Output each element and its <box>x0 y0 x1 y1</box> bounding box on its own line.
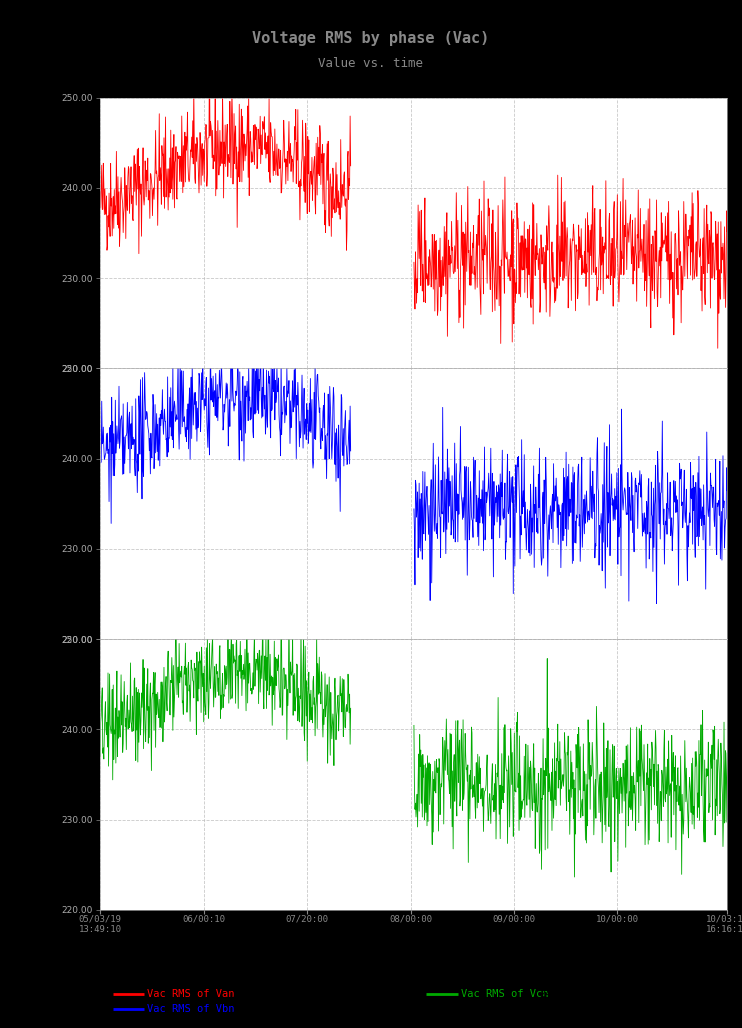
Text: 244.5: 244.5 <box>232 1004 263 1014</box>
Text: 236.0: 236.0 <box>351 1004 382 1014</box>
Text: Vac RMS of Van: Vac RMS of Van <box>147 989 234 999</box>
Text: 09/00:00: 09/00:00 <box>493 915 536 924</box>
Text: 08/00:00: 08/00:00 <box>389 915 432 924</box>
Text: 05/03/19
13:49:10: 05/03/19 13:49:10 <box>79 915 122 934</box>
Text: Voltage RMS by phase (Vac): Voltage RMS by phase (Vac) <box>252 31 490 46</box>
Text: Average: Average <box>652 978 696 987</box>
Text: 241.7: 241.7 <box>232 989 263 999</box>
Text: Minimum: Minimum <box>289 978 332 987</box>
Text: Vac RMS of Vbn: Vac RMS of Vbn <box>147 1004 234 1014</box>
Text: 233.7: 233.7 <box>351 989 382 999</box>
Text: 243.9: 243.9 <box>539 989 571 999</box>
Text: Maximum: Maximum <box>533 978 577 987</box>
Text: Minimum: Minimum <box>596 978 640 987</box>
Text: 06/00:10: 06/00:10 <box>182 915 225 924</box>
Text: 225.7: 225.7 <box>295 1004 326 1014</box>
Text: Average: Average <box>345 978 389 987</box>
Text: Maximum: Maximum <box>226 978 269 987</box>
Text: 225.7: 225.7 <box>602 989 633 999</box>
Text: Vac RMS of Vcn: Vac RMS of Vcn <box>461 989 548 999</box>
Text: 10/03:16
16:16:16: 10/03:16 16:16:16 <box>706 915 742 934</box>
Text: Value vs. time: Value vs. time <box>318 57 424 70</box>
Text: 10/00:00: 10/00:00 <box>596 915 639 924</box>
Text: 07/20:00: 07/20:00 <box>286 915 329 924</box>
Text: 223.5: 223.5 <box>295 989 326 999</box>
Text: 235.6: 235.6 <box>658 989 689 999</box>
